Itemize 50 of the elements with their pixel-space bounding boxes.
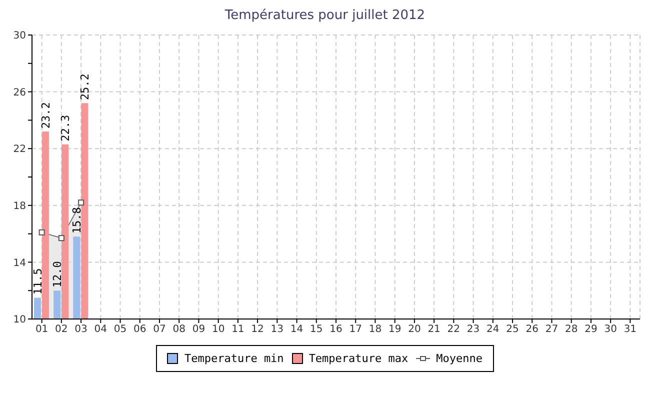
x-tick-label: 08 (172, 324, 186, 336)
x-tick-label: 19 (388, 324, 402, 336)
x-tick-label: 04 (94, 324, 108, 336)
x-tick-label: 27 (545, 324, 558, 336)
x-tick-label: 25 (506, 324, 519, 336)
data-label: 15.8 (70, 207, 84, 234)
x-tick-label: 18 (368, 324, 382, 336)
x-tick-label: 06 (134, 324, 146, 336)
x-tick-label: 13 (270, 324, 284, 336)
x-tick-label: 12 (251, 324, 264, 336)
legend-label: Moyenne (436, 352, 483, 365)
y-tick-label: 22 (13, 144, 26, 156)
data-label: 12.0 (51, 261, 64, 288)
y-tick-label: 10 (13, 314, 26, 326)
x-tick-label: 26 (526, 324, 538, 336)
x-tick-label: 05 (114, 324, 127, 336)
legend-label: Temperature max (308, 352, 408, 365)
x-tick-label: 01 (35, 324, 48, 336)
chart-title: Températures pour juillet 2012 (224, 8, 426, 23)
x-tick-label: 16 (330, 324, 342, 336)
x-tick-label: 14 (290, 324, 304, 336)
data-label: 23.2 (39, 102, 52, 129)
x-tick-label: 15 (310, 324, 323, 336)
x-tick-label: 17 (349, 324, 362, 336)
x-tick-label: 23 (466, 324, 480, 336)
x-tick-label: 20 (408, 324, 421, 336)
x-tick-label: 09 (192, 324, 206, 336)
x-tick-label: 21 (428, 324, 440, 336)
x-tick-label: 22 (447, 324, 460, 336)
y-tick-label: 26 (13, 87, 26, 98)
point (38, 229, 45, 236)
x-tick-label: 02 (55, 324, 68, 336)
y-tick-label: 14 (13, 258, 26, 269)
x-tick-label: 31 (624, 324, 637, 336)
x-tick-label: 30 (604, 324, 617, 336)
data-label: 22.3 (59, 114, 72, 142)
x-tick-label: 11 (232, 324, 244, 336)
y-tick-label: 30 (13, 30, 26, 42)
x-tick-label: 10 (212, 324, 225, 336)
x-tick-label: 24 (486, 324, 500, 336)
y-tick-label: 18 (13, 200, 26, 212)
data-label: 11.5 (31, 268, 44, 295)
x-tick-label: 03 (74, 324, 88, 336)
data-label: 25.2 (78, 74, 92, 100)
x-tick-label: 29 (584, 324, 598, 336)
legend-label: Temperature min (184, 352, 284, 365)
point (58, 235, 64, 242)
point (78, 200, 84, 206)
x-tick-label: 28 (564, 324, 578, 336)
x-tick-label: 07 (153, 324, 166, 336)
